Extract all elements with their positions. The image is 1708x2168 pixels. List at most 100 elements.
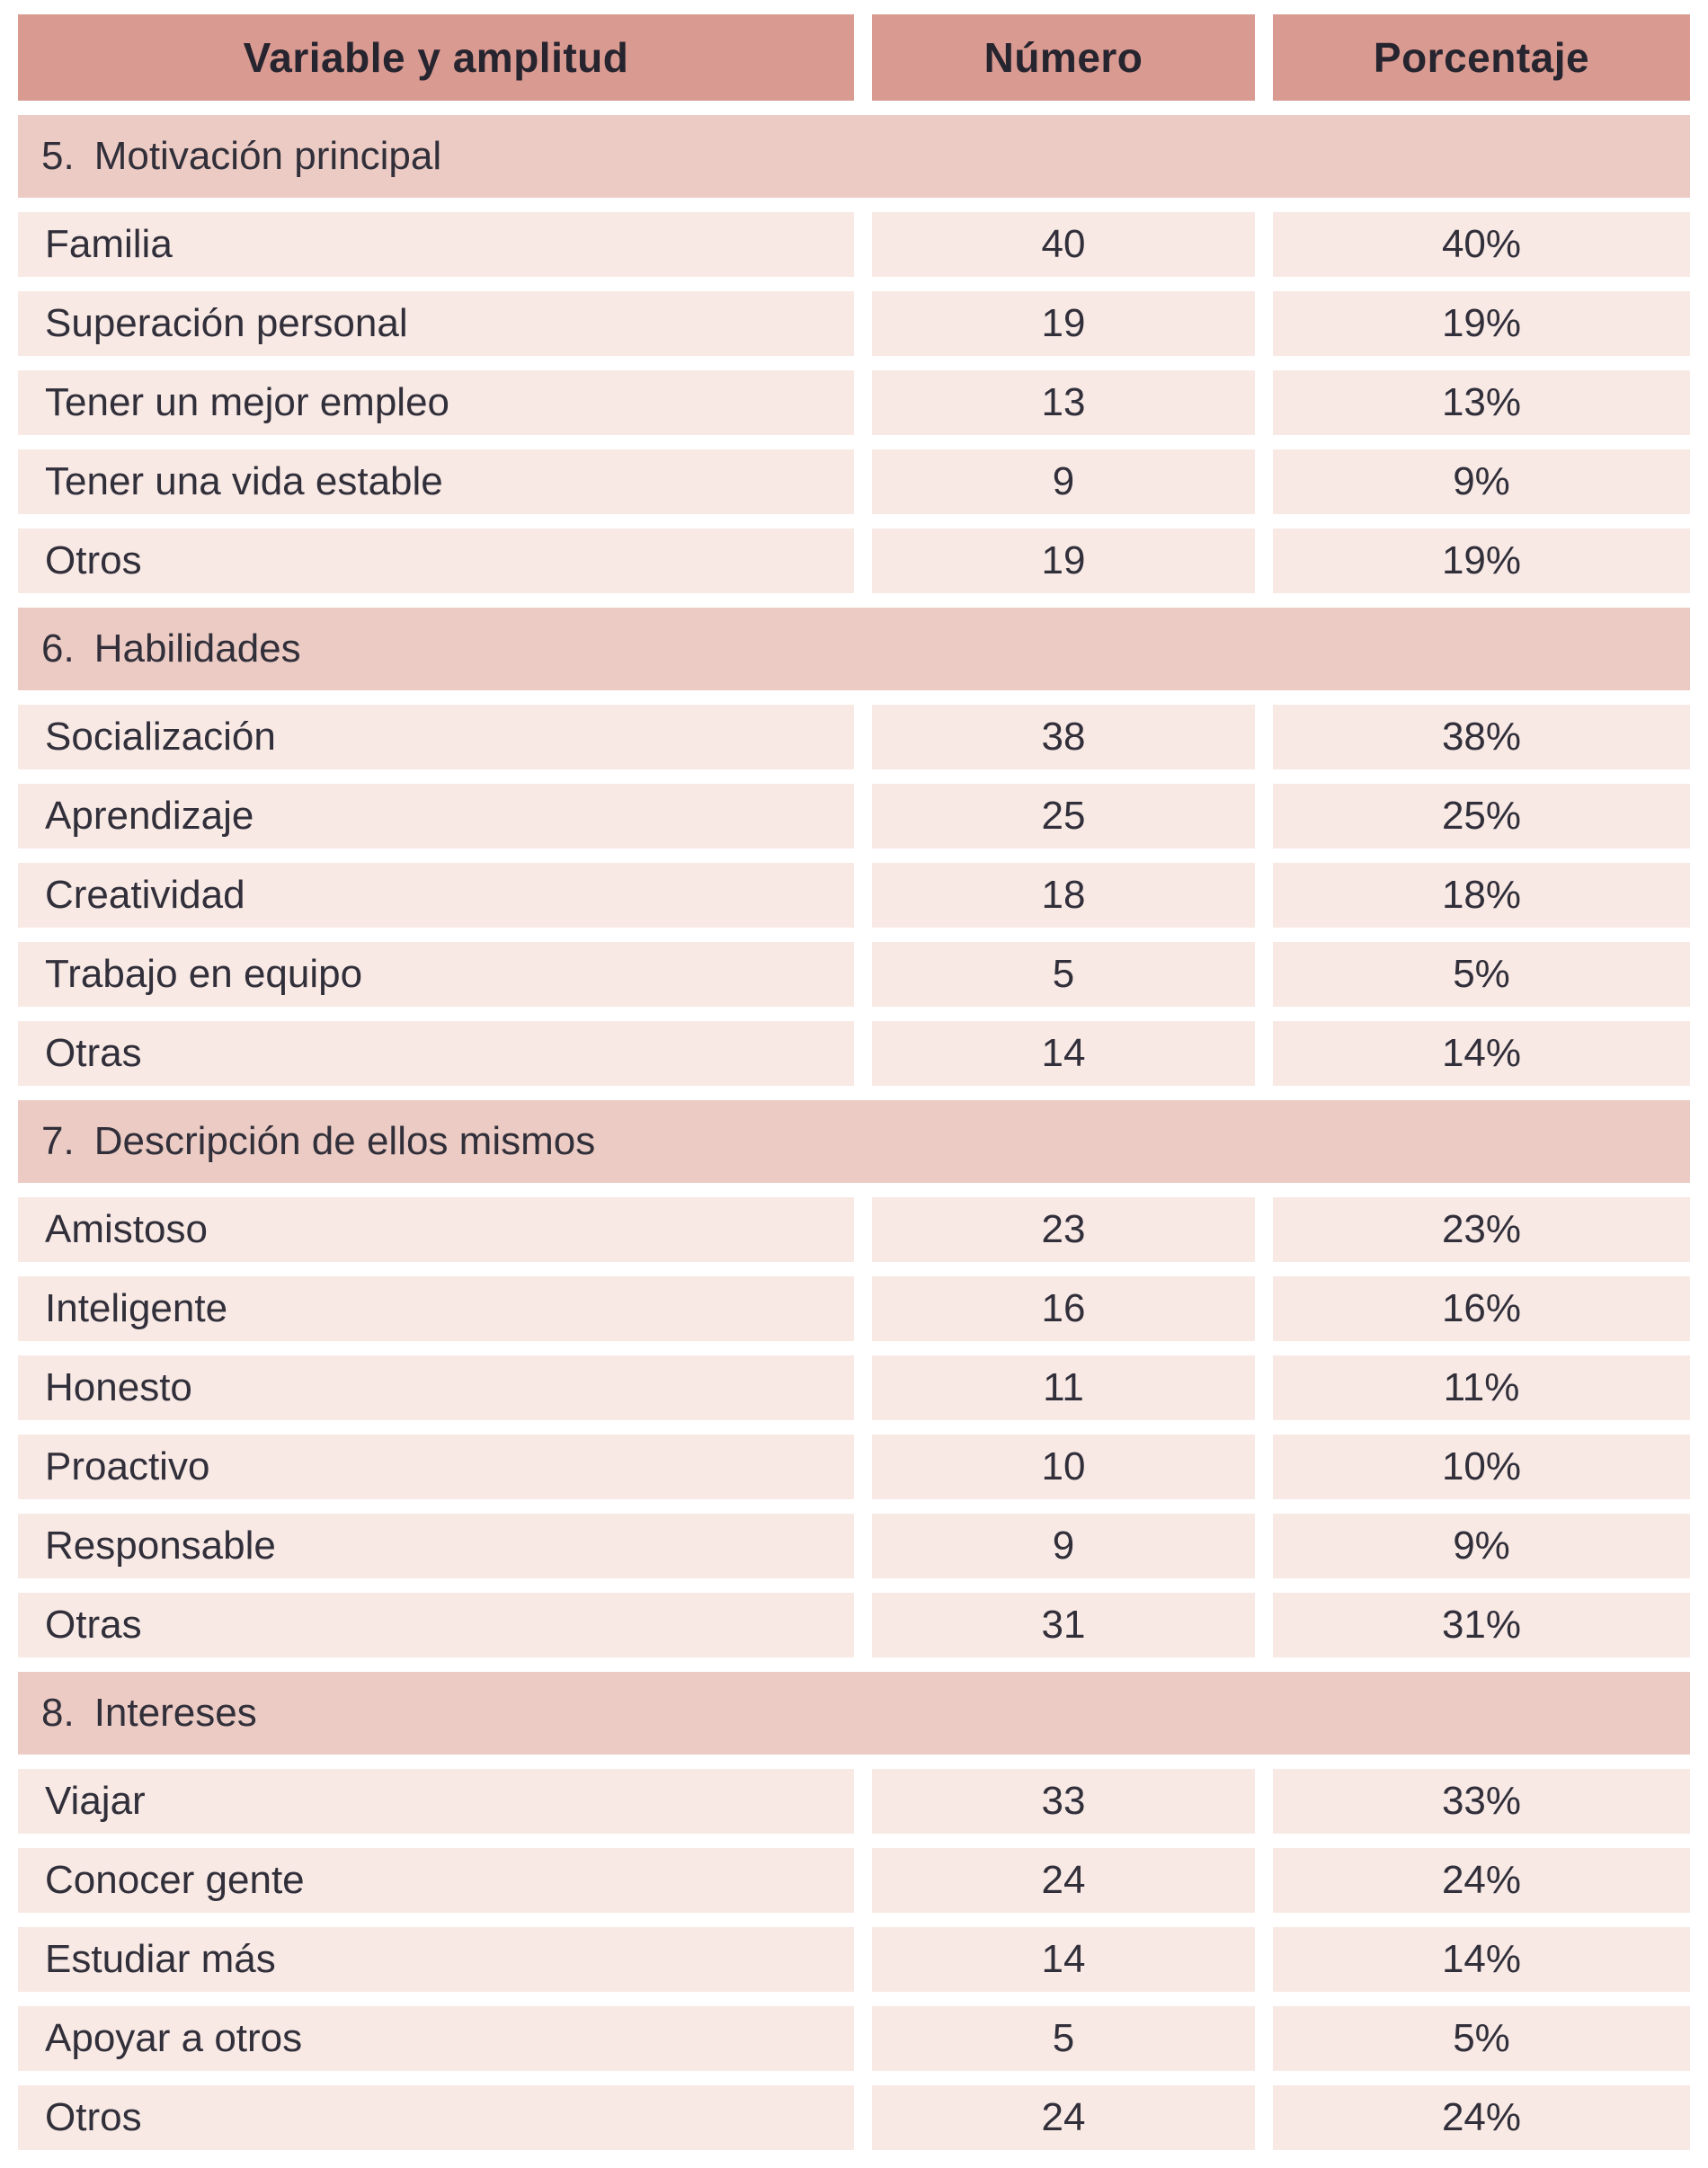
row-label-cell: Inteligente — [18, 1276, 854, 1341]
section-title: Descripción de ellos mismos — [93, 1119, 596, 1163]
table-row: Amistoso 23 23% — [18, 1197, 1690, 1262]
column-header-variable: Variable y amplitud — [18, 14, 854, 101]
row-number-cell: 31 — [872, 1593, 1255, 1657]
section-title: Habilidades — [93, 626, 301, 671]
row-label-cell: Honesto — [18, 1355, 854, 1420]
table-row: Conocer gente 24 24% — [18, 1848, 1690, 1913]
row-label-cell: Tener una vida estable — [18, 449, 854, 514]
table-row: Estudiar más 14 14% — [18, 1927, 1690, 1992]
table-row: Proactivo 10 10% — [18, 1435, 1690, 1499]
row-percent-cell: 33% — [1273, 1769, 1690, 1834]
section-title: Intereses — [93, 1691, 257, 1735]
table-row: Otros 19 19% — [18, 529, 1690, 593]
row-label-cell: Otros — [18, 529, 854, 593]
table-row: Apoyar a otros 5 5% — [18, 2006, 1690, 2071]
row-number-cell: 40 — [872, 212, 1255, 277]
table-row: Creatividad 18 18% — [18, 863, 1690, 928]
row-label-cell: Otras — [18, 1021, 854, 1086]
section-number: 6. — [41, 626, 75, 671]
table-row: Honesto 11 11% — [18, 1355, 1690, 1420]
row-percent-cell: 24% — [1273, 1848, 1690, 1913]
column-header-number: Número — [872, 14, 1255, 101]
section-header-cell: 7. Descripción de ellos mismos — [18, 1100, 1690, 1183]
table-row: Inteligente 16 16% — [18, 1276, 1690, 1341]
row-percent-cell: 18% — [1273, 863, 1690, 928]
row-label-cell: Apoyar a otros — [18, 2006, 854, 2071]
table-row: Otros 24 24% — [18, 2085, 1690, 2150]
table-row: Aprendizaje 25 25% — [18, 784, 1690, 849]
row-label-cell: Creatividad — [18, 863, 854, 928]
row-percent-cell: 14% — [1273, 1927, 1690, 1992]
row-label-cell: Tener un mejor empleo — [18, 370, 854, 435]
row-number-cell: 16 — [872, 1276, 1255, 1341]
section-header-cell: 8. Intereses — [18, 1672, 1690, 1755]
table-row: Otras 31 31% — [18, 1593, 1690, 1657]
row-number-cell: 10 — [872, 1435, 1255, 1499]
table-row: Superación personal 19 19% — [18, 291, 1690, 356]
row-percent-cell: 10% — [1273, 1435, 1690, 1499]
row-label-cell: Estudiar más — [18, 1927, 854, 1992]
row-percent-cell: 5% — [1273, 2006, 1690, 2071]
section-header-row-intereses: 8. Intereses — [18, 1672, 1690, 1755]
row-percent-cell: 11% — [1273, 1355, 1690, 1420]
row-number-cell: 9 — [872, 449, 1255, 514]
row-number-cell: 11 — [872, 1355, 1255, 1420]
row-percent-cell: 31% — [1273, 1593, 1690, 1657]
column-header-percent: Porcentaje — [1273, 14, 1690, 101]
section-number: 7. — [41, 1119, 75, 1163]
section-header-row-motivacion: 5. Motivación principal — [18, 115, 1690, 198]
row-percent-cell: 9% — [1273, 1514, 1690, 1578]
table-row: Otras 14 14% — [18, 1021, 1690, 1086]
section-number: 8. — [41, 1691, 75, 1735]
row-label-cell: Conocer gente — [18, 1848, 854, 1913]
section-title: Motivación principal — [93, 134, 442, 178]
row-percent-cell: 5% — [1273, 942, 1690, 1007]
row-label-cell: Otros — [18, 2085, 854, 2150]
row-label-cell: Viajar — [18, 1769, 854, 1834]
row-number-cell: 19 — [872, 529, 1255, 593]
row-percent-cell: 25% — [1273, 784, 1690, 849]
row-number-cell: 18 — [872, 863, 1255, 928]
section-header-row-descripcion: 7. Descripción de ellos mismos — [18, 1100, 1690, 1183]
table-row: Tener un mejor empleo 13 13% — [18, 370, 1690, 435]
row-percent-cell: 38% — [1273, 705, 1690, 769]
row-label-cell: Superación personal — [18, 291, 854, 356]
row-number-cell: 13 — [872, 370, 1255, 435]
table-row: Trabajo en equipo 5 5% — [18, 942, 1690, 1007]
row-percent-cell: 13% — [1273, 370, 1690, 435]
section-header-cell: 6. Habilidades — [18, 608, 1690, 690]
row-number-cell: 5 — [872, 2006, 1255, 2071]
row-label-cell: Aprendizaje — [18, 784, 854, 849]
row-percent-cell: 9% — [1273, 449, 1690, 514]
section-header-cell: 5. Motivación principal — [18, 115, 1690, 198]
row-label-cell: Familia — [18, 212, 854, 277]
table-header-row: Variable y amplitud Número Porcentaje — [18, 14, 1690, 101]
row-percent-cell: 19% — [1273, 291, 1690, 356]
row-label-cell: Proactivo — [18, 1435, 854, 1499]
section-header-row-habilidades: 6. Habilidades — [18, 608, 1690, 690]
row-number-cell: 19 — [872, 291, 1255, 356]
row-percent-cell: 16% — [1273, 1276, 1690, 1341]
table-row: Viajar 33 33% — [18, 1769, 1690, 1834]
row-percent-cell: 23% — [1273, 1197, 1690, 1262]
table-row: Responsable 9 9% — [18, 1514, 1690, 1578]
row-number-cell: 33 — [872, 1769, 1255, 1834]
row-percent-cell: 24% — [1273, 2085, 1690, 2150]
table-row: Familia 40 40% — [18, 212, 1690, 277]
row-label-cell: Socialización — [18, 705, 854, 769]
row-number-cell: 9 — [872, 1514, 1255, 1578]
row-label-cell: Amistoso — [18, 1197, 854, 1262]
row-number-cell: 14 — [872, 1021, 1255, 1086]
row-number-cell: 14 — [872, 1927, 1255, 1992]
row-number-cell: 23 — [872, 1197, 1255, 1262]
row-percent-cell: 19% — [1273, 529, 1690, 593]
row-percent-cell: 14% — [1273, 1021, 1690, 1086]
row-number-cell: 25 — [872, 784, 1255, 849]
row-number-cell: 24 — [872, 2085, 1255, 2150]
row-label-cell: Otras — [18, 1593, 854, 1657]
row-label-cell: Responsable — [18, 1514, 854, 1578]
row-percent-cell: 40% — [1273, 212, 1690, 277]
table-row: Tener una vida estable 9 9% — [18, 449, 1690, 514]
